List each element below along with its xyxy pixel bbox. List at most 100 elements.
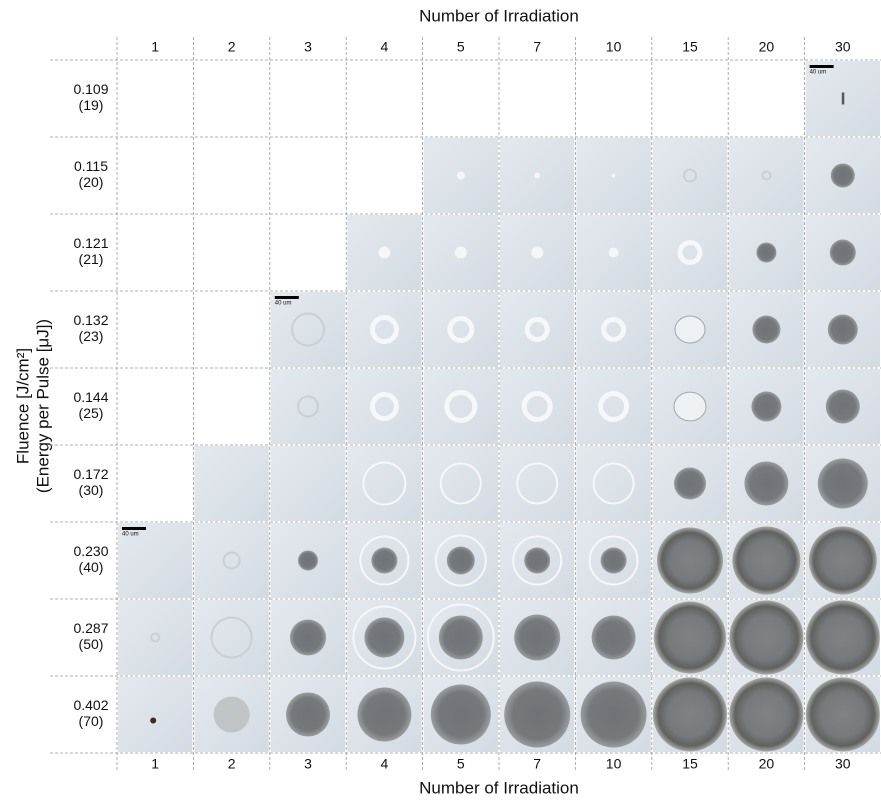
micrograph [653,369,727,444]
spot [150,718,156,724]
row-energy: (20) [79,174,104,190]
column-label: 3 [304,39,312,55]
image-bg [576,446,650,521]
micrograph [576,677,650,752]
column-label: 15 [682,756,698,772]
micrograph [806,600,880,675]
micrograph [194,677,268,752]
row-fluence: 0.230 [73,543,108,559]
micrograph [271,677,345,752]
row-energy: (30) [79,482,104,498]
micrograph [576,215,650,290]
micrograph [347,292,421,367]
column-label: 15 [682,39,698,55]
scale-bar-label: 40 um [122,532,139,538]
spot [653,678,727,752]
row-energy: (40) [79,559,104,575]
spot [674,392,706,421]
micrograph [194,446,268,521]
row-energy: (50) [79,636,104,652]
scale-bar [810,65,834,68]
column-label: 30 [835,756,851,772]
column-label: 4 [381,756,389,772]
micrograph [424,138,498,213]
micrograph [347,677,421,752]
image-bg [271,446,345,521]
image-bg [424,446,498,521]
spot [298,551,318,571]
micrograph [271,446,345,521]
micrograph [729,369,803,444]
column-label: 1 [151,39,159,55]
micrograph: 40 um [806,61,880,136]
scale-bar-label: 40 um [275,301,292,307]
spot [439,616,483,660]
image-bg [424,292,498,367]
image-bg [500,369,574,444]
spot [751,392,781,422]
column-label: 20 [759,39,775,55]
micrograph [576,292,650,367]
spot [431,685,491,745]
spot [371,548,397,574]
micrograph [500,523,574,598]
spot [729,601,803,675]
micrograph [729,523,803,598]
spot [828,315,858,345]
column-label: 2 [228,756,236,772]
spot [674,468,706,500]
spot [534,173,540,179]
micrograph [500,677,574,752]
micrograph [424,600,498,675]
spot [654,602,726,674]
image-bg [194,523,268,598]
micrograph: 40 um [118,523,192,598]
scale-bar [122,527,146,530]
micrograph [424,677,498,752]
micrograph [729,446,803,521]
image-bg [194,446,268,521]
column-label: 1 [151,756,159,772]
micrograph [271,523,345,598]
micrograph [118,677,192,752]
column-label: 20 [759,756,775,772]
spot [729,678,803,752]
spot [806,678,880,752]
micrograph [347,600,421,675]
micrograph [653,677,727,752]
micrograph [729,292,803,367]
micrograph [653,215,727,290]
bottom-title: Number of Irradiation [419,778,579,797]
spot [214,697,250,733]
micrograph [806,215,880,290]
spot [752,316,780,344]
micrograph [500,446,574,521]
spot [447,547,475,575]
micrograph [576,523,650,598]
image-bg [194,600,268,675]
micrograph [653,138,727,213]
image-bg [576,292,650,367]
row-fluence: 0.144 [73,389,108,405]
micrograph [576,446,650,521]
image-bg [653,215,727,290]
micrograph [806,677,880,752]
micrograph [729,215,803,290]
row-energy: (25) [79,405,104,421]
micrograph [806,523,880,598]
micrograph [347,369,421,444]
micrograph [194,600,268,675]
spot [756,243,776,263]
image-bg [347,446,421,521]
column-label: 3 [304,756,312,772]
row-fluence: 0.115 [74,158,108,174]
row-fluence: 0.109 [73,81,108,97]
micrograph [653,292,727,367]
spot [524,548,550,574]
micrograph [500,215,574,290]
micrograph [500,138,574,213]
column-label: 7 [533,39,541,55]
image-bg [424,369,498,444]
spot [675,316,705,343]
spot [581,682,647,748]
